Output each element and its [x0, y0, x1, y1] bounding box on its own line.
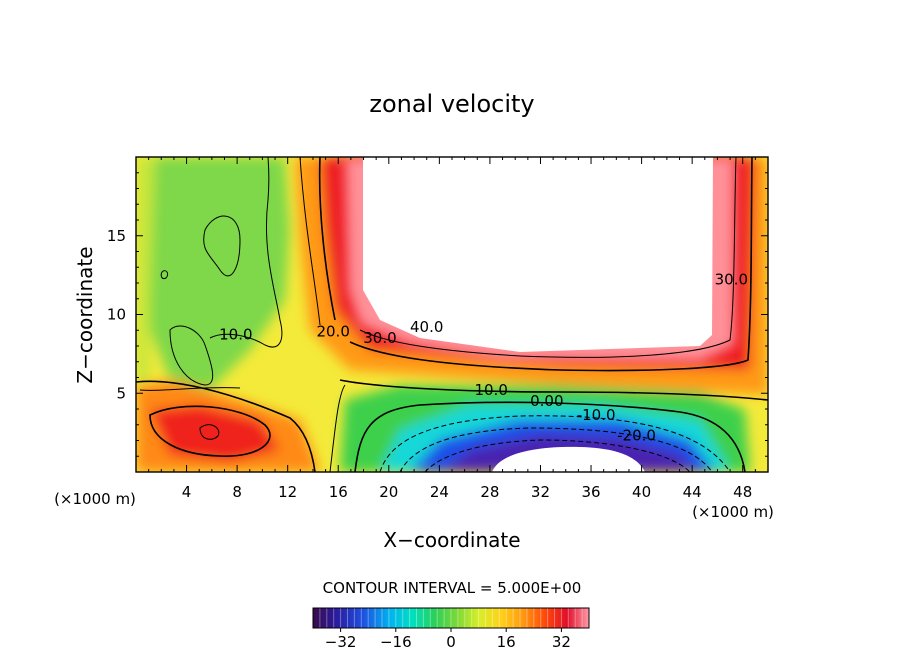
contour-lines: [136, 157, 768, 472]
x-tick-label: 8: [232, 483, 242, 501]
chart-title: zonal velocity: [369, 90, 534, 118]
x-unit-right: (×1000 m): [692, 503, 774, 521]
x-tick-label: 20: [379, 483, 398, 501]
y-tick-label: 10: [107, 306, 126, 324]
colorbar-tick-label: 16: [497, 633, 516, 651]
contour-line: [203, 215, 241, 277]
contour-label: 0.00: [530, 392, 563, 410]
contour-label: 20.0: [316, 323, 349, 341]
contour-line: [424, 439, 691, 472]
contour-line: [209, 157, 283, 348]
contour-line: [349, 157, 753, 372]
contour-interval-note: CONTOUR INTERVAL = 5.000E+00: [323, 579, 582, 597]
contour-line: [339, 379, 768, 401]
colorbar-gradient: [313, 608, 589, 628]
contour-line: [160, 270, 169, 279]
colorbar-tick-label: 32: [552, 633, 571, 651]
x-axis-label: X−coordinate: [383, 528, 520, 552]
x-tick-label: 12: [278, 483, 297, 501]
green-region-upper-left: [150, 157, 290, 390]
x-unit-left: (×1000 m): [54, 490, 136, 508]
y-tick-label: 15: [107, 227, 126, 245]
contour-line: [359, 157, 737, 358]
contour-line: [136, 380, 316, 472]
y-axis-label: Z−coordinate: [73, 246, 97, 383]
y-tick-label: 5: [116, 384, 126, 402]
plot-area: [136, 157, 768, 472]
yellow-green-band: [136, 157, 155, 385]
contour-label: 30.0: [715, 271, 748, 289]
colorbar-stripes: [319, 608, 583, 628]
x-tick-label: 40: [632, 483, 651, 501]
colorbar-tick-label: 0: [446, 633, 456, 651]
x-axis: 4 8 12 16 20 24 28 32 36 40 44 48: [148, 157, 756, 501]
contour-line: [318, 157, 336, 321]
x-tick-label: 28: [480, 483, 499, 501]
x-tick-label: 48: [733, 483, 752, 501]
colorbar-ticks: −32 −16 0 16 32: [325, 628, 571, 651]
colorbar: −32 −16 0 16 32: [312, 607, 590, 651]
contour-line: [399, 427, 713, 472]
contour-line: [139, 387, 241, 391]
x-tick-label: 4: [182, 483, 192, 501]
contour-line: [149, 405, 271, 457]
colorbar-tick-label: −16: [380, 633, 412, 651]
contour-label: -10.0: [577, 406, 616, 424]
contour-label: 30.0: [363, 329, 396, 347]
colorbar-tick-label: −32: [325, 633, 357, 651]
contour-label: 10.0: [219, 326, 252, 344]
white-jet-core-upper: [363, 157, 713, 352]
contour-labels: 10.0 20.0 30.0 40.0 30.0 10.0 0.00 -10.0-20.0: [219, 271, 748, 445]
contour-label: 10.0: [474, 381, 507, 399]
x-tick-label: 36: [581, 483, 600, 501]
white-jet-core-lower: [492, 446, 645, 472]
contour-label: -20.0: [617, 427, 656, 445]
x-tick-label: 16: [329, 483, 348, 501]
contour-line: [299, 157, 321, 326]
contour-line: [199, 424, 220, 440]
x-tick-label: 32: [531, 483, 550, 501]
contour-line: [354, 401, 746, 472]
contour-line: [329, 384, 346, 472]
contour-line: [169, 325, 214, 386]
red-lower-left-core: [150, 405, 280, 462]
x-tick-label: 24: [430, 483, 449, 501]
contour-line: [379, 415, 731, 472]
y-axis: 5 10 15: [107, 172, 768, 457]
x-tick-label: 44: [683, 483, 702, 501]
contour-label: 40.0: [410, 318, 443, 336]
